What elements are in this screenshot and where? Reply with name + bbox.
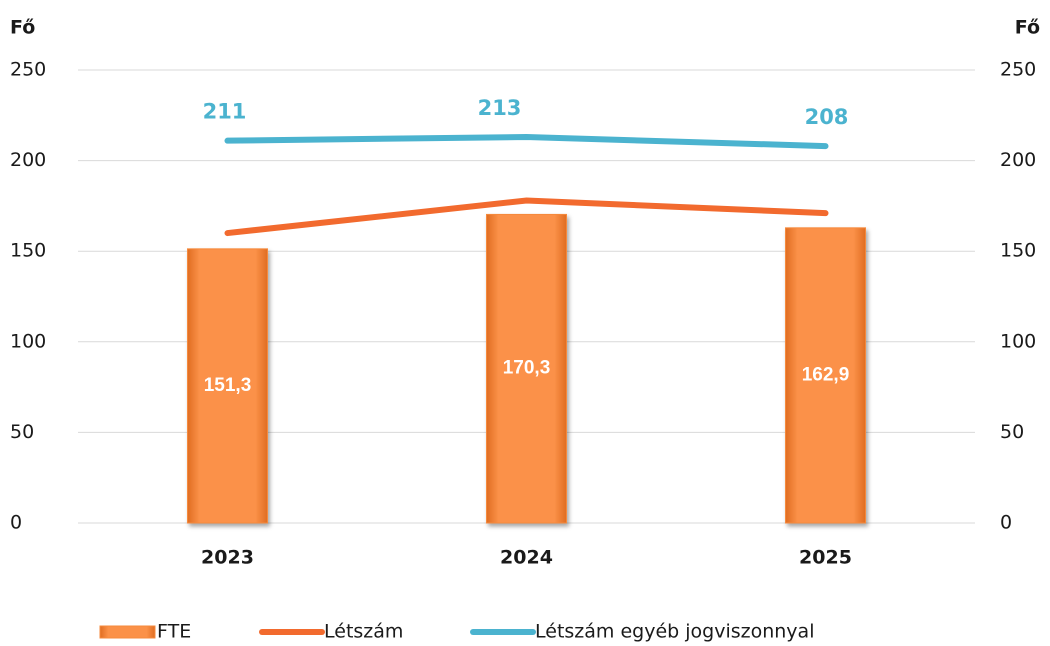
y2-tick-label: 250 <box>1000 59 1036 81</box>
line-label: 211 <box>203 100 247 124</box>
y2-tick-label: 150 <box>1000 240 1036 262</box>
legend-label: Létszám <box>324 621 403 643</box>
legend-swatch <box>99 625 156 639</box>
bar-label: 151,3 <box>204 375 252 396</box>
legend-label: Létszám egyéb jogviszonnyal <box>535 621 814 643</box>
y-tick-label: 150 <box>10 240 46 262</box>
y-tick-label: 100 <box>10 330 46 352</box>
y-tick-label: 250 <box>10 59 46 81</box>
y-axis-label: Fő <box>10 17 35 39</box>
bar-label: 162,9 <box>802 364 850 385</box>
bar-label: 170,3 <box>503 358 551 379</box>
y-tick-label: 50 <box>10 421 34 443</box>
y-tick-label: 0 <box>10 512 22 534</box>
line <box>224 134 829 150</box>
x-tick-label: 2023 <box>201 547 254 569</box>
y2-tick-label: 200 <box>1000 149 1036 171</box>
x-tick-label: 2024 <box>500 547 553 569</box>
y2-axis-label: Fő <box>1015 17 1040 39</box>
bar <box>187 248 268 524</box>
line-label: 208 <box>805 105 849 129</box>
y2-tick-label: 100 <box>1000 330 1036 352</box>
x-tick-label: 2025 <box>799 547 852 569</box>
line-label: 213 <box>478 96 522 120</box>
bar <box>486 213 567 524</box>
legend-label: FTE <box>157 621 191 643</box>
y-tick-label: 200 <box>10 149 46 171</box>
line <box>224 197 829 237</box>
y2-tick-label: 0 <box>1000 512 1012 534</box>
bar <box>785 227 866 524</box>
y2-tick-label: 50 <box>1000 421 1024 443</box>
